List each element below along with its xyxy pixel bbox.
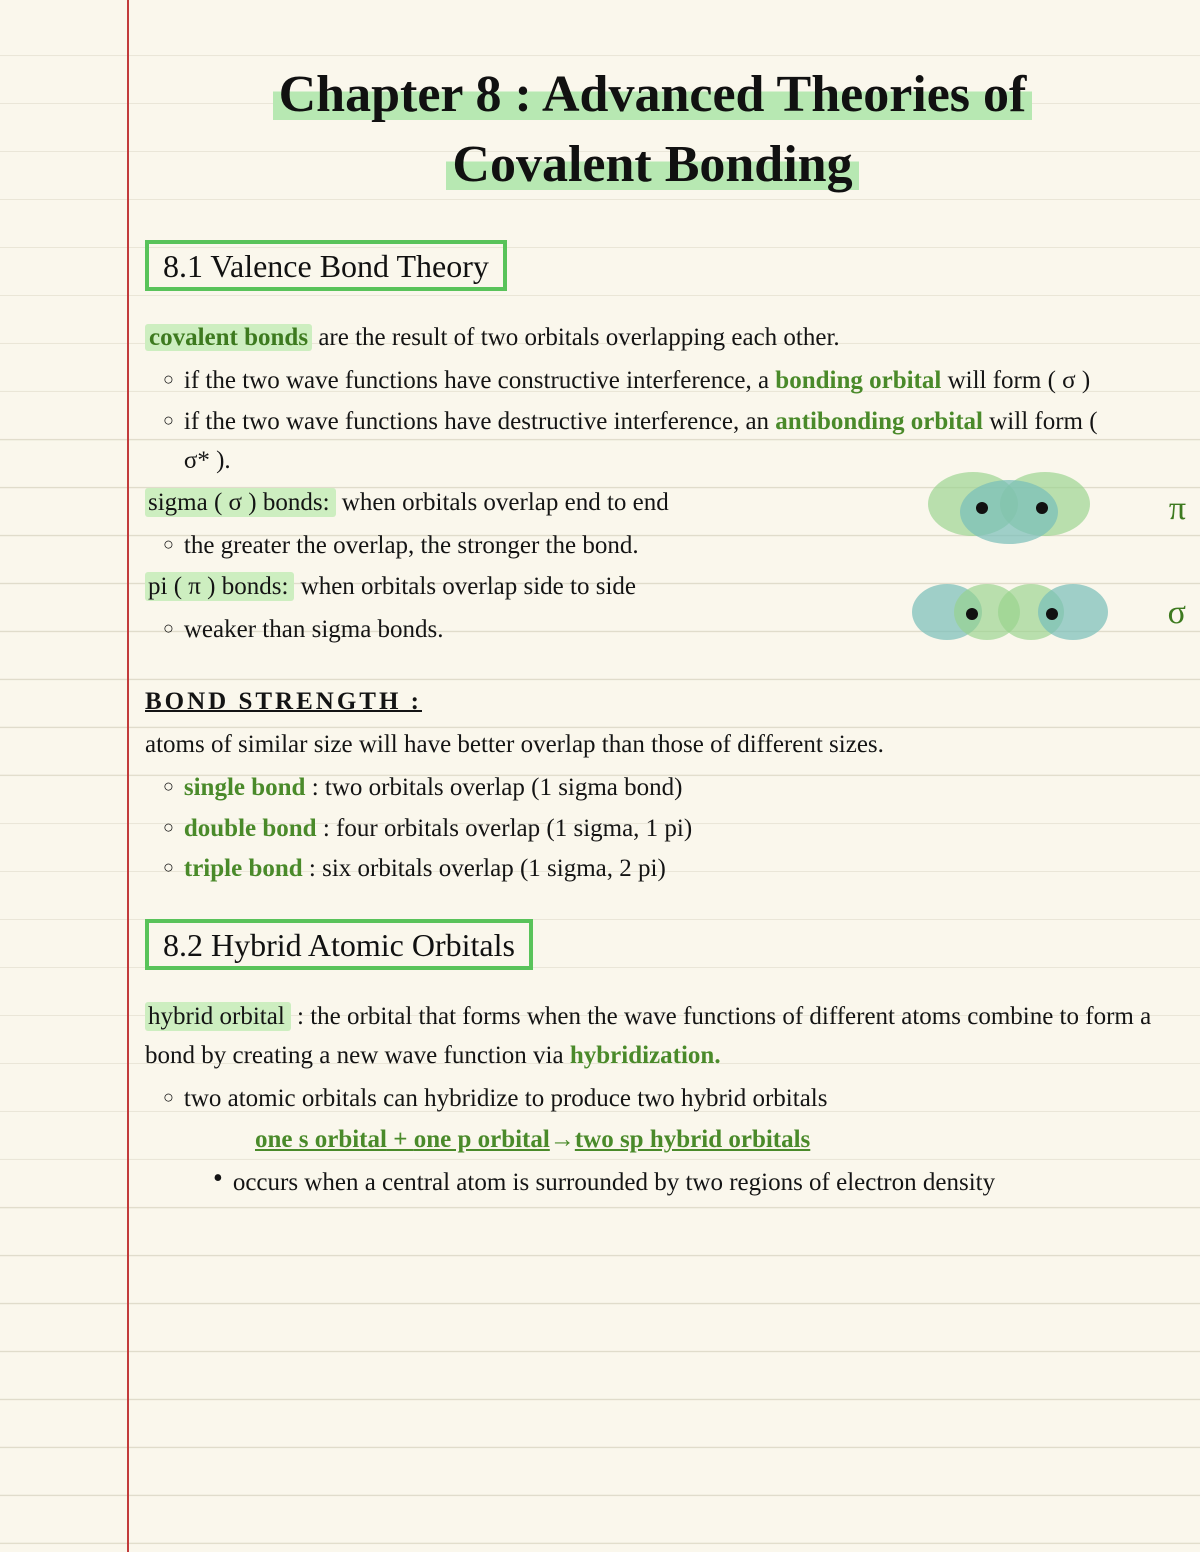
bullet-text: if the two wave functions have construct… [184,362,1090,401]
bullet-icon: ○ [163,362,174,396]
term-antibonding-orbital: antibonding orbital [775,408,983,435]
term-hybridization: hybridization. [570,1042,721,1069]
term-pi-bonds: pi ( π ) bonds: [145,572,294,601]
margin-line [127,0,129,1552]
bullet-text: the greater the overlap, the stronger th… [184,527,639,566]
pi-label: π [1169,490,1186,528]
text: : four orbitals overlap (1 sigma, 1 pi) [317,815,693,842]
bullet-text: weaker than sigma bonds. [184,611,444,650]
text: when orbitals overlap end to end [336,489,669,516]
nucleus-dot [1036,502,1048,514]
bullet-text: occurs when a central atom is surrounded… [233,1164,995,1203]
bullet-icon: ○ [163,527,174,561]
section-heading-8-1: 8.1 Valence Bond Theory [145,240,507,291]
text: are the result of two orbitals overlappi… [312,324,840,351]
arrow-icon: → [550,1120,575,1159]
eq-part: one s orbital [255,1126,387,1153]
section-8-2-body: hybrid orbital : the orbital that forms … [145,998,1160,1203]
text: : six orbitals overlap (1 sigma, 2 pi) [303,855,666,882]
bullet-text: double bond : four orbitals overlap (1 s… [184,810,692,849]
text: if the two wave functions have destructi… [184,408,775,435]
sigma-label: σ [1168,594,1186,632]
plus-icon: + [387,1126,414,1153]
text: atoms of similar size will have better o… [145,726,1125,765]
nucleus-dot [976,502,988,514]
text: if the two wave functions have construct… [184,367,775,394]
bullet-icon: ○ [163,810,174,844]
term-double-bond: double bond [184,815,317,842]
term-sigma-bonds: sigma ( σ ) bonds: [145,488,336,517]
bullet-text: single bond : two orbitals overlap (1 si… [184,769,683,808]
eq-part: one p orbital [414,1126,550,1153]
bond-strength-heading: BOND STRENGTH : [145,688,422,715]
bullet-text: two atomic orbitals can hybridize to pro… [184,1080,828,1119]
term-hybrid-orbital: hybrid orbital [145,1002,291,1031]
term-bonding-orbital: bonding orbital [775,367,941,394]
text: when orbitals overlap side to side [294,573,636,600]
orbital-diagram: π σ [900,472,1180,672]
text: : two orbitals overlap (1 sigma bond) [305,774,682,801]
chapter-title: Chapter 8 : Advanced Theories of Covalen… [145,60,1160,200]
hybridization-equation: one s orbital + one p orbital → two sp h… [255,1120,810,1160]
bullet-icon: ○ [163,769,174,803]
nucleus-dot [1046,608,1058,620]
term-covalent-bonds: covalent bonds [145,324,312,351]
bullet-icon: ○ [163,1080,174,1114]
title-line-2: Covalent Bonding [446,136,858,193]
nucleus-dot [966,608,978,620]
bullet-text: if the two wave functions have destructi… [184,403,1125,481]
eq-part: two sp hybrid orbitals [575,1126,810,1153]
bullet-icon: ○ [163,403,174,437]
term-triple-bond: triple bond [184,855,303,882]
section-heading-8-2: 8.2 Hybrid Atomic Orbitals [145,919,533,970]
term-single-bond: single bond [184,774,306,801]
text: will form ( σ ) [941,367,1090,394]
title-line-1: Chapter 8 : Advanced Theories of [273,66,1033,123]
bullet-icon: • [213,1164,223,1194]
bullet-icon: ○ [163,850,174,884]
bullet-text: triple bond : six orbitals overlap (1 si… [184,850,666,889]
bullet-icon: ○ [163,611,174,645]
